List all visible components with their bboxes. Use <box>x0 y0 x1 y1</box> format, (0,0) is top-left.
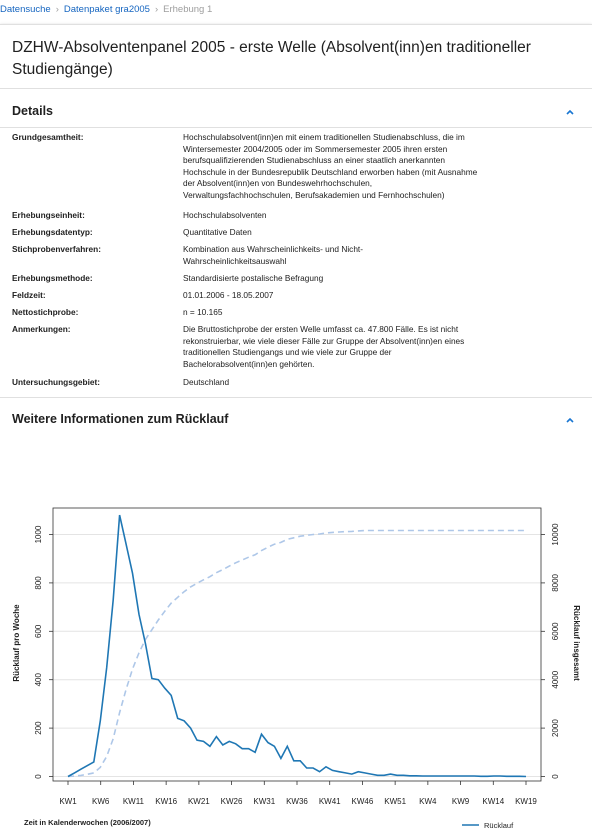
breadcrumb-separator: › <box>154 4 159 15</box>
detail-label: Nettostichprobe: <box>12 307 79 317</box>
chevron-up-icon[interactable] <box>565 415 575 425</box>
x-tick-label: KW11 <box>123 797 145 806</box>
x-tick-label: KW21 <box>188 797 210 806</box>
y-tick-label: 800 <box>34 576 43 590</box>
x-tick-label: KW6 <box>92 797 110 806</box>
y-axis-title: Rücklauf pro Woche <box>12 604 21 682</box>
series-line-ruecklauf-kumuliert <box>67 529 526 778</box>
y2-tick-label: 4000 <box>551 670 560 688</box>
breadcrumb-current: Erhebung 1 <box>163 4 213 15</box>
detail-value: Hochschulabsolventen <box>183 210 267 220</box>
y2-tick-label: 6000 <box>551 622 560 640</box>
divider <box>0 88 592 89</box>
detail-label: Anmerkungen: <box>12 324 71 334</box>
y2-tick-label: 0 <box>551 774 560 779</box>
plot-frame <box>52 507 542 782</box>
x-tick-label: KW9 <box>452 797 470 806</box>
y2-axis-title: Rücklauf insgesamt <box>572 605 581 681</box>
ruecklauf-chart: 020040060080010000200040006000800010000R… <box>12 507 581 832</box>
y-tick-label: 600 <box>34 624 43 638</box>
divider <box>0 127 592 128</box>
series-line-ruecklauf <box>67 514 527 778</box>
x-tick-label: KW14 <box>482 797 504 806</box>
y2-tick-label: 2000 <box>551 719 560 737</box>
x-tick-label: KW26 <box>221 797 243 806</box>
survey-card: DZHW-Absolventenpanel 2005 - erste Welle… <box>0 24 592 834</box>
breadcrumb: Datensuche › Datenpaket gra2005 › Erhebung 1 <box>0 4 212 15</box>
detail-label: Erhebungsmethode: <box>12 273 93 283</box>
page-title: DZHW-Absolventenpanel 2005 - erste Welle… <box>12 39 531 78</box>
y2-tick-label: 8000 <box>551 573 560 591</box>
x-tick-label: KW41 <box>319 797 341 806</box>
detail-value: Deutschland <box>183 377 230 387</box>
y-tick-label: 0 <box>34 774 43 779</box>
y2-tick-label: 10000 <box>551 523 560 546</box>
detail-value: Hochschulabsolvent(inn)en mit einem trad… <box>183 132 478 200</box>
x-axis-title: Zeit in Kalenderwochen (2006/2007) <box>24 818 151 827</box>
chevron-up-icon[interactable] <box>565 107 575 117</box>
ruecklauf-heading: Weitere Informationen zum Rücklauf <box>12 412 229 426</box>
legend-label-ruecklauf-kumuliert: Rücklauf kumuliert <box>484 831 547 832</box>
detail-value: 01.01.2006 - 18.05.2007 <box>183 290 274 300</box>
y-tick-label: 200 <box>34 721 43 735</box>
x-tick-label: KW46 <box>352 797 374 806</box>
y-tick-label: 400 <box>34 672 43 686</box>
x-tick-label: KW16 <box>155 797 177 806</box>
detail-value: Die Bruttostichprobe der ersten Welle um… <box>183 324 465 369</box>
detail-value: Standardisierte postalische Befragung <box>183 273 324 283</box>
detail-label: Stichprobenverfahren: <box>12 244 101 254</box>
x-tick-label: KW31 <box>253 797 275 806</box>
detail-label: Erhebungseinheit: <box>12 210 85 220</box>
detail-value: Quantitative Daten <box>183 227 252 237</box>
detail-value: n = 10.165 <box>183 307 223 317</box>
breadcrumb-link-datenpaket[interactable]: Datenpaket gra2005 <box>63 4 150 15</box>
divider <box>0 397 592 398</box>
x-tick-label: KW36 <box>286 797 308 806</box>
detail-label: Untersuchungsgebiet: <box>12 377 101 387</box>
x-tick-label: KW19 <box>515 797 537 806</box>
detail-value: Kombination aus Wahrscheinlichkeits- und… <box>183 244 363 266</box>
details-heading: Details <box>12 104 53 118</box>
detail-label: Erhebungsdatentyp: <box>12 227 93 237</box>
breadcrumb-separator: › <box>55 4 59 15</box>
y-tick-label: 1000 <box>34 525 43 543</box>
breadcrumb-link-datensuche[interactable]: Datensuche <box>0 4 51 15</box>
legend-label-ruecklauf: Rücklauf <box>484 821 514 830</box>
x-tick-label: KW1 <box>59 797 77 806</box>
x-tick-label: KW51 <box>384 797 406 806</box>
x-tick-label: KW4 <box>419 797 437 806</box>
detail-label: Grundgesamtheit: <box>12 132 84 142</box>
detail-label: Feldzeit: <box>12 290 46 300</box>
